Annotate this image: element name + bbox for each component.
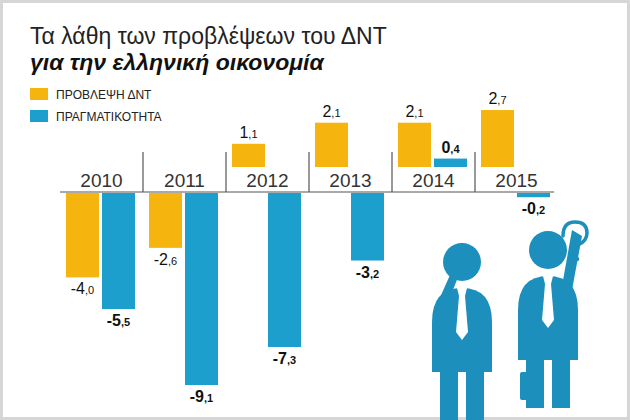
data-label-int: -0	[522, 200, 536, 217]
category-separator	[308, 152, 309, 192]
legend-swatch	[30, 88, 48, 100]
figure-arm	[438, 266, 460, 308]
data-label-int: 1	[239, 124, 248, 141]
bar	[232, 144, 265, 167]
bar	[434, 159, 467, 167]
data-label-dec: ,1	[248, 128, 257, 140]
figure-leg	[552, 360, 570, 408]
figure-tie	[542, 276, 554, 328]
data-label-int: 2	[405, 103, 414, 120]
figure-leg	[466, 372, 484, 420]
briefcase	[520, 372, 542, 400]
data-label-int: -3	[356, 264, 370, 281]
subtitle: για την ελληνική οικονομία	[30, 49, 325, 75]
data-labels: -4,0-2,61,12,12,12,7-5,5-9,1-7,3-3,20,4-…	[71, 90, 545, 405]
chart-container: Τα λάθη των προβλέψεων του ΔΝΤγια την ελ…	[0, 0, 630, 420]
category-separator	[474, 152, 475, 192]
category-separator	[142, 152, 143, 192]
data-label: -9,1	[190, 388, 213, 405]
data-label-dec: ,6	[168, 255, 177, 267]
legend-label: ΠΡΟΒΛΕΨΗ ΔΝΤ	[56, 88, 152, 102]
category-label: 2012	[246, 170, 288, 191]
bar	[351, 193, 384, 261]
chart-svg: Τα λάθη των προβλέψεων του ΔΝΤγια την ελ…	[0, 0, 630, 420]
category-separator	[225, 152, 226, 192]
data-label: 2,7	[488, 90, 506, 107]
data-label-int: -9	[190, 388, 204, 405]
bar	[185, 193, 218, 385]
x-axis: 2010 2011 2012 2013 2014 2015	[60, 152, 554, 192]
figure-arm	[562, 230, 582, 290]
illustration	[432, 222, 587, 420]
data-label-dec: ,2	[536, 204, 545, 216]
category-label: 2014	[412, 170, 455, 191]
bars	[66, 110, 550, 385]
data-label-int: -4	[71, 280, 85, 297]
question-mark	[563, 222, 587, 252]
data-label-int: -2	[154, 251, 168, 268]
figure-head	[443, 243, 481, 281]
bar	[268, 193, 301, 347]
bar	[66, 193, 99, 277]
data-label: -3,2	[356, 264, 379, 281]
legend-swatch	[30, 110, 48, 122]
data-label: -2,6	[154, 251, 177, 268]
data-label-dec: ,1	[204, 392, 213, 404]
data-label: 2,1	[322, 103, 340, 120]
category-label: 2013	[329, 170, 371, 191]
category-separator	[391, 152, 392, 192]
data-label-dec: ,4	[450, 143, 460, 155]
data-label: -4,0	[71, 280, 94, 297]
data-label-dec: ,2	[370, 268, 379, 280]
category-label: 2011	[164, 170, 205, 191]
category-label: 2015	[495, 170, 537, 191]
category-label: 2010	[80, 170, 122, 191]
data-label-dec: ,7	[497, 94, 506, 106]
data-label-dec: ,3	[287, 354, 296, 366]
figure-head	[529, 231, 567, 269]
data-label-dec: ,5	[121, 316, 130, 328]
data-label: -0,2	[522, 200, 545, 217]
bar	[398, 123, 431, 167]
data-label-int: 0	[441, 139, 450, 156]
legend-label: ΠΡΑΓΜΑΤΙΚΟΤΗΤΑ	[56, 110, 162, 124]
data-label-int: -5	[107, 312, 121, 329]
question-dot	[575, 257, 580, 262]
data-label: -7,3	[273, 350, 296, 367]
data-label-dec: ,0	[85, 284, 94, 296]
bar	[315, 123, 348, 167]
title: Τα λάθη των προβλέψεων του ΔΝΤ	[30, 23, 387, 49]
data-label: -5,5	[107, 312, 130, 329]
data-label-dec: ,1	[331, 107, 340, 119]
bar	[149, 193, 182, 248]
bar	[102, 193, 135, 309]
axis-line	[60, 191, 554, 192]
bar	[517, 193, 550, 197]
figure-leg	[440, 372, 458, 420]
data-label: 2,1	[405, 103, 423, 120]
frame	[2, 2, 629, 419]
data-label-int: 2	[488, 90, 497, 107]
figure-tie	[456, 288, 468, 340]
data-label-int: 2	[322, 103, 331, 120]
data-label-int: -7	[273, 350, 287, 367]
bar	[481, 110, 514, 167]
data-label-dec: ,1	[414, 107, 423, 119]
data-label: 0,4	[441, 139, 460, 156]
data-label: 1,1	[239, 124, 257, 141]
